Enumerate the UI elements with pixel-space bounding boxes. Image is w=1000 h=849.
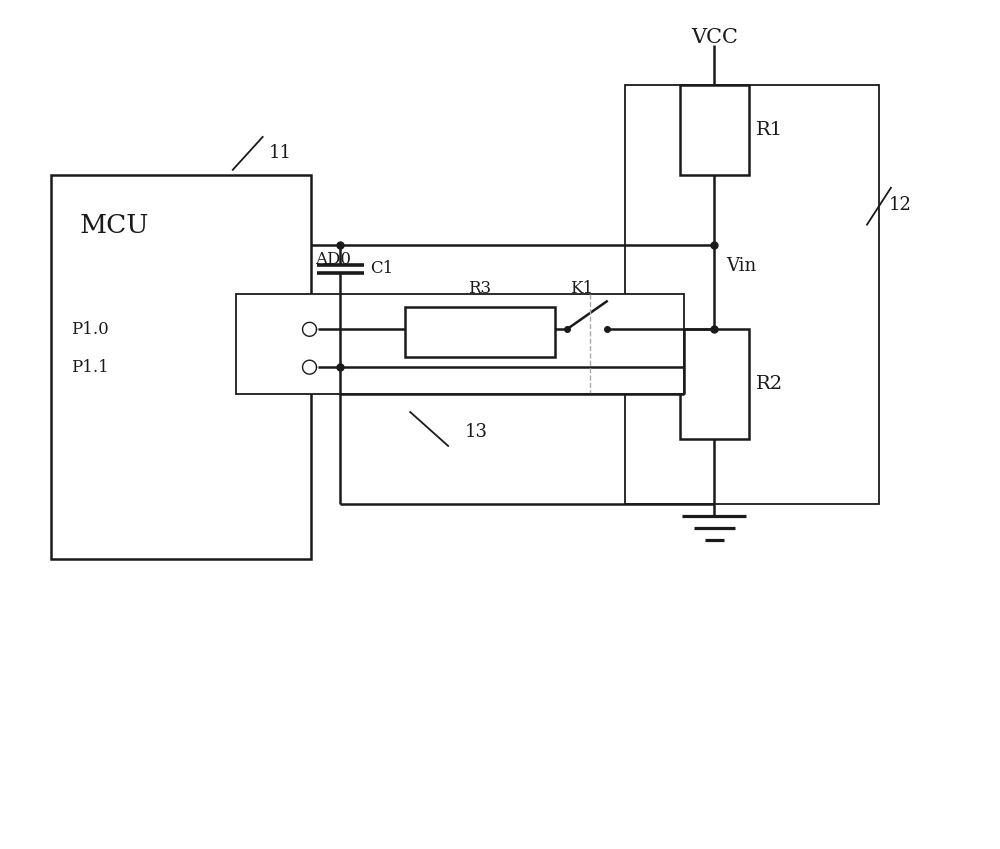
FancyBboxPatch shape (236, 295, 684, 394)
Text: P1.1: P1.1 (71, 358, 109, 376)
Text: 12: 12 (889, 196, 912, 214)
FancyBboxPatch shape (680, 85, 749, 175)
Text: C1: C1 (370, 261, 394, 278)
Text: AD0: AD0 (316, 250, 352, 267)
FancyBboxPatch shape (51, 175, 311, 559)
Text: Vin: Vin (726, 256, 757, 274)
FancyBboxPatch shape (625, 85, 879, 503)
Text: MCU: MCU (79, 213, 149, 238)
Text: R3: R3 (468, 280, 492, 297)
FancyBboxPatch shape (405, 307, 555, 357)
Text: K1: K1 (570, 280, 593, 297)
Text: P1.0: P1.0 (71, 321, 109, 338)
Text: 13: 13 (465, 423, 488, 441)
Text: R1: R1 (756, 121, 783, 139)
Text: 11: 11 (269, 143, 292, 162)
Text: VCC: VCC (691, 28, 738, 47)
FancyBboxPatch shape (680, 329, 749, 439)
Text: R2: R2 (756, 375, 783, 393)
